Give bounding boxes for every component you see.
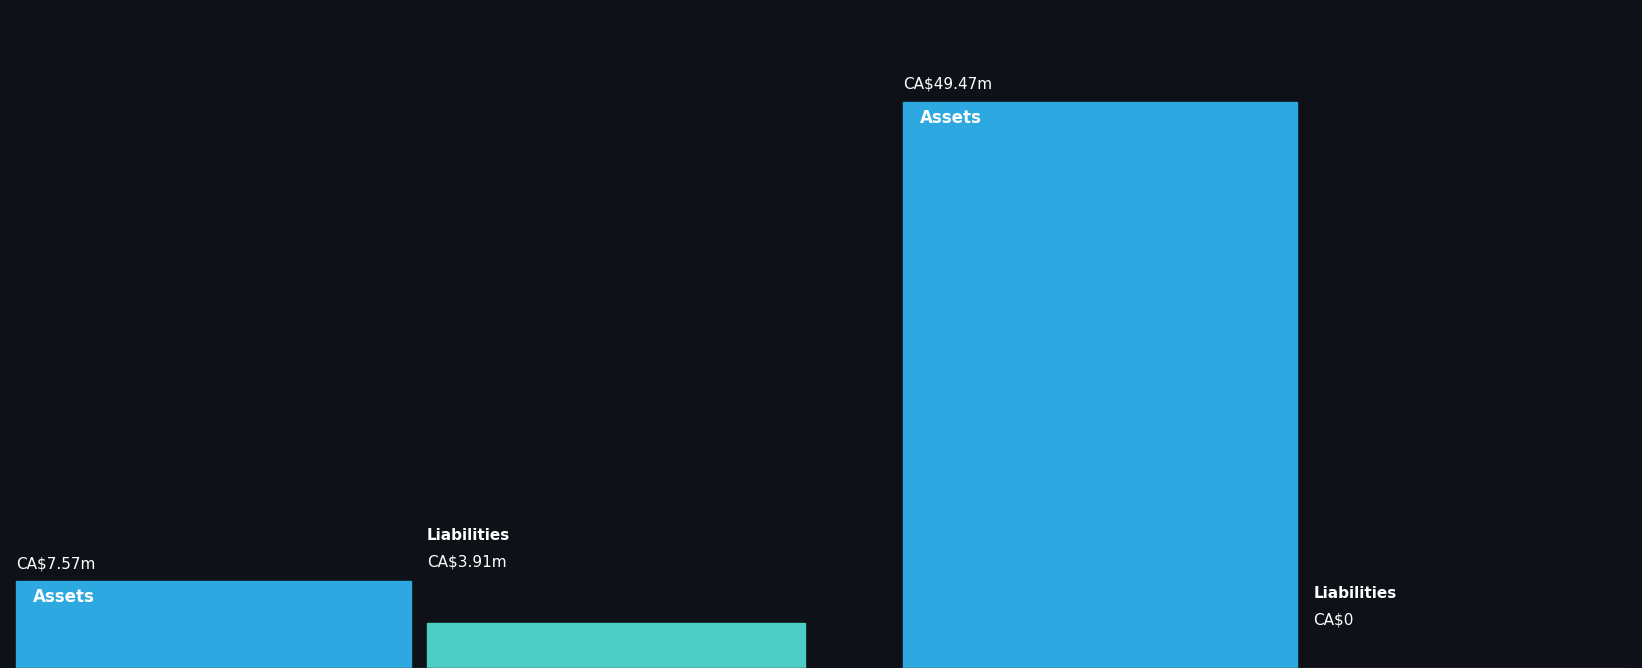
Bar (903, 102, 1297, 668)
Text: Liabilities: Liabilities (1314, 587, 1397, 601)
Text: Assets: Assets (33, 588, 95, 606)
Bar (16, 581, 410, 668)
Text: CA$49.47m: CA$49.47m (903, 77, 992, 92)
Text: Assets: Assets (920, 109, 982, 126)
Text: CA$0: CA$0 (1314, 613, 1355, 628)
Text: Liabilities: Liabilities (427, 528, 511, 543)
Text: CA$7.57m: CA$7.57m (16, 556, 95, 571)
Bar (427, 623, 805, 668)
Text: CA$3.91m: CA$3.91m (427, 555, 506, 570)
